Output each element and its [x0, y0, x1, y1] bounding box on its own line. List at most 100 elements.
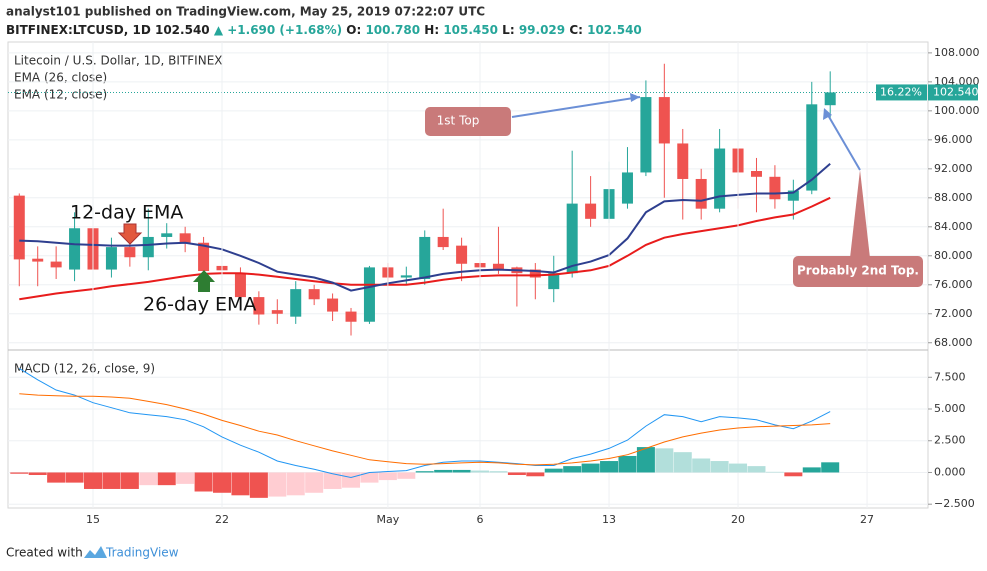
annotation: 1st Top — [437, 114, 480, 128]
y-tick-label: 100.000 — [934, 104, 980, 117]
histogram-bar — [747, 466, 766, 473]
candle-body — [198, 242, 210, 272]
histogram-bar — [231, 472, 250, 496]
candle-body — [492, 263, 504, 270]
histogram-bar — [655, 448, 674, 473]
x-tick-label: 22 — [215, 513, 229, 526]
x-tick-label: 13 — [602, 513, 616, 526]
price-label: 102.540 — [933, 85, 979, 98]
histogram-bar — [102, 472, 121, 489]
histogram-bar — [213, 472, 232, 493]
histogram-bar — [636, 447, 655, 473]
histogram-bar — [65, 472, 84, 483]
histogram-bar — [378, 472, 397, 481]
x-tick-label: 15 — [86, 513, 100, 526]
callout-pointer — [850, 170, 870, 258]
candle-body — [179, 233, 191, 243]
candle-body — [806, 104, 818, 191]
candle-body — [327, 298, 339, 312]
candle-body — [161, 233, 173, 237]
candle-body — [640, 97, 652, 173]
candle-body — [271, 310, 283, 314]
histogram-bar — [323, 472, 342, 489]
x-tick-label: 20 — [731, 513, 745, 526]
candle-body — [345, 311, 357, 322]
candle-body — [658, 97, 670, 144]
candle-body — [105, 247, 117, 270]
footer-text: Created with — [6, 546, 83, 560]
histogram-bar — [360, 472, 379, 483]
x-tick-label: May — [377, 513, 400, 526]
annotation-arrow — [824, 109, 861, 171]
plot-frame — [7, 41, 929, 509]
histogram-bar — [507, 472, 526, 476]
candle-body — [50, 261, 62, 268]
histogram-bar — [434, 469, 453, 473]
change: ▲ +1.690 (+1.68%) — [214, 23, 342, 37]
candle-body — [363, 267, 375, 322]
ohlc-value: 99.029 — [519, 23, 565, 37]
legend-entry: EMA (12, close) — [14, 88, 107, 102]
candle-body — [290, 289, 302, 317]
y-tick-label: 84.000 — [934, 220, 973, 233]
histogram-bar — [397, 472, 416, 479]
histogram-bar — [10, 472, 29, 474]
symbol-info: BITFINEX:LTCUSD, 1D 102.540 ▲ +1.690 (+1… — [6, 23, 642, 37]
ohlc-key: H: — [424, 23, 439, 37]
annotation-box — [793, 256, 923, 287]
histogram-bar — [600, 461, 619, 473]
candle-body — [32, 258, 44, 262]
y-tick-label: 92.000 — [934, 162, 973, 175]
up-arrow-icon — [193, 270, 215, 292]
histogram-bar — [710, 461, 729, 473]
candle-body — [566, 203, 578, 274]
histogram-bar — [581, 463, 600, 473]
histogram-bar — [28, 472, 47, 476]
line-series — [19, 367, 831, 479]
annotation: 26-day EMA — [143, 294, 256, 316]
arrow-head — [630, 93, 640, 102]
histogram-bar — [84, 472, 102, 489]
y-tick-label: 2.500 — [934, 434, 966, 447]
y-tick-label: 7.500 — [934, 370, 966, 383]
histogram-bar — [802, 467, 821, 473]
candle-body — [234, 273, 246, 298]
y-tick-label: 5.000 — [934, 402, 966, 415]
histogram-bar — [563, 466, 582, 473]
candle-body — [529, 269, 541, 278]
macd-title: MACD (12, 26, close, 9) — [14, 362, 155, 376]
annotation: 12-day EMA — [70, 202, 183, 224]
histogram-bar — [526, 472, 545, 477]
histogram-bar — [692, 458, 711, 473]
candle-body — [69, 228, 81, 270]
down-arrow-icon — [117, 223, 143, 245]
price-box — [928, 84, 978, 101]
candle-body — [142, 236, 154, 258]
histogram-bar — [194, 472, 213, 492]
histogram-bar — [139, 472, 158, 486]
candle-body — [621, 172, 633, 204]
histogram-bar — [342, 472, 361, 488]
x-tick-label: 6 — [477, 513, 484, 526]
ohlc-value: 102.540 — [587, 23, 642, 37]
annotation-arrow — [511, 96, 641, 118]
line-series — [19, 393, 831, 466]
plot-layer: 68.000 72.000 76.000 80.000 84.000 88.000 92.0… — [8, 42, 980, 526]
price: 102.540 — [155, 23, 210, 37]
histogram-bar — [47, 472, 66, 483]
ohlc-key: O: — [346, 23, 361, 37]
candle-body — [253, 297, 265, 315]
ohlc-value: 100.780 — [365, 23, 420, 37]
histogram-bar — [286, 472, 305, 496]
chart-title: Litecoin / U.S. Dollar, 1D, BITFINEX — [14, 54, 223, 68]
candle-body — [419, 236, 431, 279]
candle-body — [824, 92, 836, 106]
candle-body — [695, 178, 707, 209]
logo-icon — [84, 546, 107, 558]
line-series — [19, 163, 831, 292]
candle-body — [787, 190, 799, 201]
histogram-bar — [415, 471, 434, 473]
histogram-bar — [268, 472, 287, 497]
change-label: 16.22% — [880, 85, 922, 98]
